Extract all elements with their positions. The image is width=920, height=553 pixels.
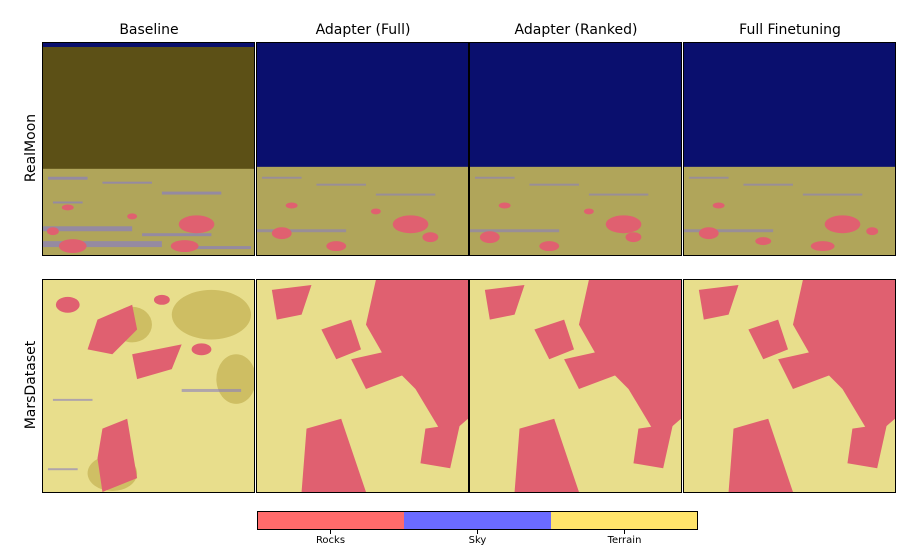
legend-label-rocks: Rocks (315, 535, 346, 546)
panel-realmoon-full-finetuning (683, 42, 896, 256)
column-title-baseline: Baseline (119, 22, 179, 38)
segmentation-image (470, 43, 681, 255)
panel-marsdataset-full-finetuning (683, 279, 896, 493)
legend-tick (477, 530, 478, 534)
segmentation-image (470, 280, 681, 492)
segmentation-image (684, 43, 895, 255)
panel-marsdataset-adapter-ranked (469, 279, 682, 493)
panel-marsdataset-adapter-full (256, 279, 469, 493)
segmentation-image (257, 280, 468, 492)
legend-swatch-rocks (258, 512, 405, 529)
legend-label-sky: Sky (468, 535, 487, 546)
segmentation-image (684, 280, 895, 492)
legend-tick (624, 530, 625, 534)
legend-swatch-terrain (550, 512, 697, 529)
row-label-marsdataset: MarsDataset (23, 340, 39, 430)
segmentation-image (43, 43, 254, 255)
column-title-full-finetuning: Full Finetuning (739, 22, 841, 38)
panel-realmoon-adapter-full (256, 42, 469, 256)
column-title-adapter-ranked: Adapter (Ranked) (514, 22, 638, 38)
panel-marsdataset-baseline (42, 279, 255, 493)
legend-label-terrain: Terrain (607, 535, 642, 546)
legend-colorbar (257, 511, 698, 530)
legend-swatch-sky (404, 512, 551, 529)
panel-realmoon-adapter-ranked (469, 42, 682, 256)
segmentation-image (43, 280, 254, 492)
legend-tick (330, 530, 331, 534)
row-label-realmoon: RealMoon (23, 113, 39, 183)
column-title-adapter-full: Adapter (Full) (315, 22, 411, 38)
segmentation-image (257, 43, 468, 255)
panel-realmoon-baseline (42, 42, 255, 256)
